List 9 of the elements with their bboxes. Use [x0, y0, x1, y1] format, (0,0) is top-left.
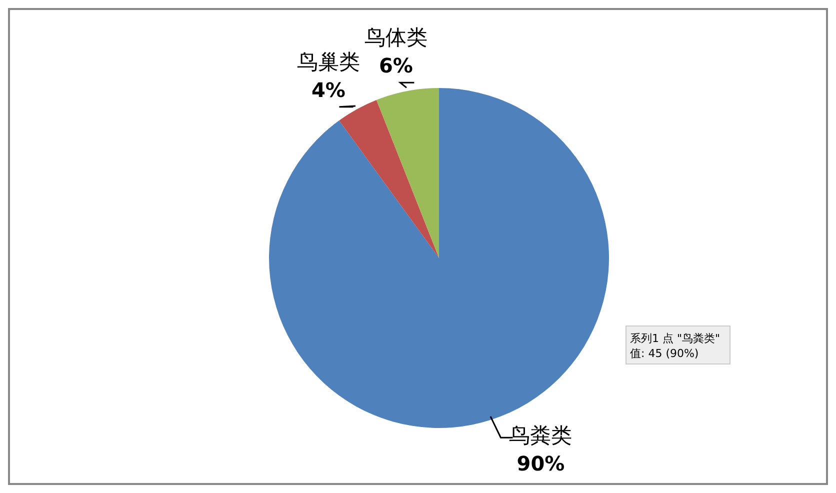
- data-label: 6%: [379, 54, 413, 78]
- slice-label: 鸟体类: [364, 26, 428, 50]
- data-label: 4%: [311, 78, 346, 102]
- slice-label: 鸟巢类: [296, 50, 360, 74]
- slice-label: 鸟粪类: [509, 424, 572, 448]
- text: 系列1 点 "鸟粪类" 值: 45 (90%): [630, 332, 720, 360]
- data-label: 90%: [516, 452, 565, 476]
- pie-slice: [376, 88, 439, 258]
- pie-slice: [339, 100, 439, 258]
